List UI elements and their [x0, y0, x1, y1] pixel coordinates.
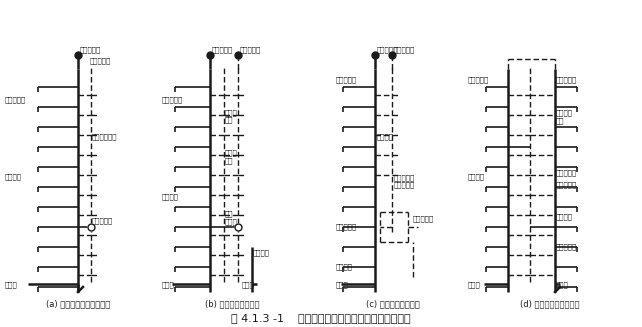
Text: 排出管: 排出管 — [5, 282, 18, 288]
Text: 排出管: 排出管 — [242, 282, 255, 288]
Text: 主通气立管: 主通气立管 — [556, 244, 577, 250]
Text: 排水横支管: 排水横支管 — [162, 96, 183, 103]
Text: 排水立管: 排水立管 — [556, 214, 573, 220]
Text: 环形通气管: 环形通气管 — [394, 46, 415, 53]
Text: 排水横支管: 排水横支管 — [336, 224, 357, 230]
Text: 副通气
立管: 副通气 立管 — [225, 109, 238, 123]
Text: (d) 自循环通气排水系统: (d) 自循环通气排水系统 — [520, 299, 580, 308]
Text: 伸顶通气管: 伸顶通气管 — [212, 46, 233, 53]
Text: 排水横支管: 排水横支管 — [336, 77, 357, 83]
Text: 排水立管: 排水立管 — [468, 174, 485, 180]
Text: 排水立管: 排水立管 — [253, 249, 270, 256]
Text: 专用通气
立管: 专用通气 立管 — [556, 110, 573, 124]
Text: (b) 环形通气排水系统: (b) 环形通气排水系统 — [205, 299, 259, 308]
Text: 排水横支管: 排水横支管 — [468, 77, 489, 83]
Text: 环形通气管: 环形通气管 — [240, 46, 261, 53]
Text: 环形通气管: 环形通气管 — [556, 169, 577, 176]
Text: 排水立管: 排水立管 — [336, 264, 353, 270]
Text: 伸顶通气管: 伸顶通气管 — [377, 46, 398, 53]
Text: 排水立管: 排水立管 — [5, 174, 22, 180]
Text: 排水横支管: 排水横支管 — [5, 96, 26, 103]
Text: 结合通气管: 结合通气管 — [556, 182, 577, 188]
Text: 伸顶通气管: 伸顶通气管 — [80, 46, 101, 53]
Text: (a) 专用通气立管排水系统: (a) 专用通气立管排水系统 — [46, 299, 110, 308]
Text: 排水横支管: 排水横支管 — [556, 77, 577, 83]
Text: 图 4.1.3 -1    典型的设有通气管的排水系统接管模式: 图 4.1.3 -1 典型的设有通气管的排水系统接管模式 — [231, 313, 411, 323]
Text: 主通气立管: 主通气立管 — [413, 216, 434, 222]
Text: (c) 器具通气排水系统: (c) 器具通气排水系统 — [366, 299, 420, 308]
Text: 排水立管: 排水立管 — [162, 194, 179, 200]
Text: 排出管: 排出管 — [162, 282, 175, 288]
Text: 专用通气立管: 专用通气立管 — [92, 134, 117, 140]
Text: 结合
通气管: 结合 通气管 — [225, 211, 238, 225]
Text: 排出管: 排出管 — [336, 282, 349, 288]
Text: 排水立管: 排水立管 — [377, 134, 394, 140]
Text: 环形通气管: 环形通气管 — [90, 58, 111, 64]
Text: 排出管: 排出管 — [556, 282, 569, 288]
Text: 结合通气管: 结合通气管 — [92, 217, 113, 224]
Text: 环形通气管
器具通气管: 环形通气管 器具通气管 — [394, 174, 415, 188]
Text: 排出管: 排出管 — [468, 282, 481, 288]
Text: 主通气
立管: 主通气 立管 — [225, 150, 238, 164]
